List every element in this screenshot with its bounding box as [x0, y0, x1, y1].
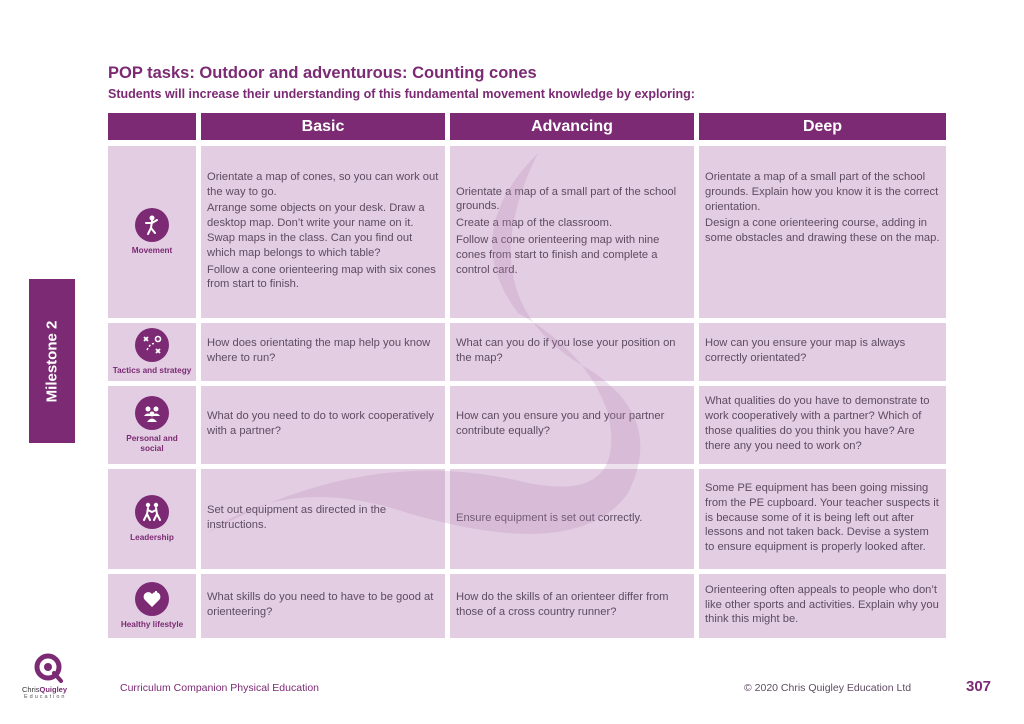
page-subtitle: Students will increase their understandi…	[108, 87, 695, 101]
cell-leadership-deep: Some PE equipment has been going missing…	[699, 469, 946, 569]
cell-text: Orientate a map of a small part of the s…	[456, 185, 677, 213]
row-label-text: Leadership	[130, 533, 174, 542]
row-label-tactics: Tactics and strategy	[108, 323, 196, 381]
cell-leadership-advancing: Ensure equipment is set out correctly.	[450, 469, 694, 569]
people-icon	[135, 396, 169, 430]
column-header-deep: Deep	[699, 113, 946, 140]
row-label-text: Movement	[131, 246, 173, 255]
cell-text: Set out equipment as directed in the ins…	[207, 504, 387, 531]
cell-text: How can you ensure you and your partner …	[456, 410, 665, 437]
header-corner	[108, 113, 196, 140]
cell-text: How does orientating the map help you kn…	[207, 337, 431, 364]
logo-subtext: Education	[24, 694, 67, 700]
cell-healthy-basic: What skills do you need to have to be go…	[201, 574, 445, 638]
row-label-leadership: Leadership	[108, 469, 196, 569]
cell-text: What can you do if you lose your positio…	[456, 337, 676, 364]
cell-personal-deep: What qualities do you have to demonstrat…	[699, 386, 946, 464]
heart-plus-icon	[135, 582, 169, 616]
footer-book-title: Curriculum Companion Physical Education	[120, 682, 320, 694]
cell-text: Arrange some objects on your desk. Draw …	[207, 202, 425, 259]
milestone-label: Milestone 2	[43, 320, 61, 402]
leadership-icon	[135, 495, 169, 529]
footer-copyright: © 2020 Chris Quigley Education Ltd	[744, 682, 912, 694]
row-label-movement: Movement	[108, 146, 196, 318]
tasks-table: Basic Advancing Deep Movement Orientate …	[108, 113, 946, 639]
cell-text: Create a map of the classroom.	[456, 217, 613, 230]
cell-text: How do the skills of an orienteer differ…	[456, 591, 669, 618]
page-title: POP tasks: Outdoor and adventurous: Coun…	[108, 64, 537, 82]
cell-tactics-basic: How does orientating the map help you kn…	[201, 323, 445, 381]
cell-tactics-deep: How can you ensure your map is always co…	[699, 323, 946, 381]
cell-movement-deep: Orientate a map of a small part of the s…	[699, 146, 946, 318]
brand-logo: ChrisQuigley Education	[18, 651, 78, 701]
cell-personal-advancing: How can you ensure you and your partner …	[450, 386, 694, 464]
cell-text: What do you need to do to work cooperati…	[207, 410, 434, 437]
cell-text: Orientate a map of cones, so you can wor…	[207, 170, 439, 198]
cell-text: What qualities do you have to demonstrat…	[705, 395, 930, 452]
logo-name: ChrisQuigley	[22, 685, 68, 694]
cell-text: Orienteering often appeals to people who…	[705, 583, 939, 626]
logo-mark-icon	[34, 653, 63, 683]
row-label-healthy: Healthy lifestyle	[108, 574, 196, 638]
tactics-icon	[135, 328, 169, 362]
cell-movement-advancing: Orientate a map of a small part of the s…	[450, 146, 694, 318]
page-number: 307	[966, 678, 992, 695]
row-label-text: Personal and social	[126, 434, 178, 453]
column-header-advancing: Advancing	[450, 113, 694, 140]
cell-text: What skills do you need to have to be go…	[207, 591, 434, 618]
cell-text: Follow a cone orienteering map with six …	[207, 263, 436, 291]
cell-text: Ensure equipment is set out correctly.	[456, 511, 643, 524]
cell-healthy-deep: Orienteering often appeals to people who…	[699, 574, 946, 638]
movement-icon	[135, 208, 169, 242]
cell-leadership-basic: Set out equipment as directed in the ins…	[201, 469, 445, 569]
row-label-text: Healthy lifestyle	[120, 620, 184, 629]
cell-tactics-advancing: What can you do if you lose your positio…	[450, 323, 694, 381]
cell-text: Follow a cone orienteering map with nine…	[456, 234, 660, 276]
cell-text: Design a cone orienteering course, addin…	[705, 217, 940, 245]
cell-text: Some PE equipment has been going missing…	[705, 482, 939, 554]
cell-healthy-advancing: How do the skills of an orienteer differ…	[450, 574, 694, 638]
column-header-basic: Basic	[201, 113, 445, 140]
row-label-personal: Personal and social	[108, 386, 196, 464]
row-label-text: Tactics and strategy	[112, 366, 192, 375]
cell-text: Orientate a map of a small part of the s…	[705, 171, 939, 213]
cell-text: How can you ensure your map is always co…	[705, 337, 906, 364]
cell-personal-basic: What do you need to do to work cooperati…	[201, 386, 445, 464]
milestone-tab: Milestone 2	[29, 279, 75, 443]
cell-movement-basic: Orientate a map of cones, so you can wor…	[201, 146, 445, 318]
